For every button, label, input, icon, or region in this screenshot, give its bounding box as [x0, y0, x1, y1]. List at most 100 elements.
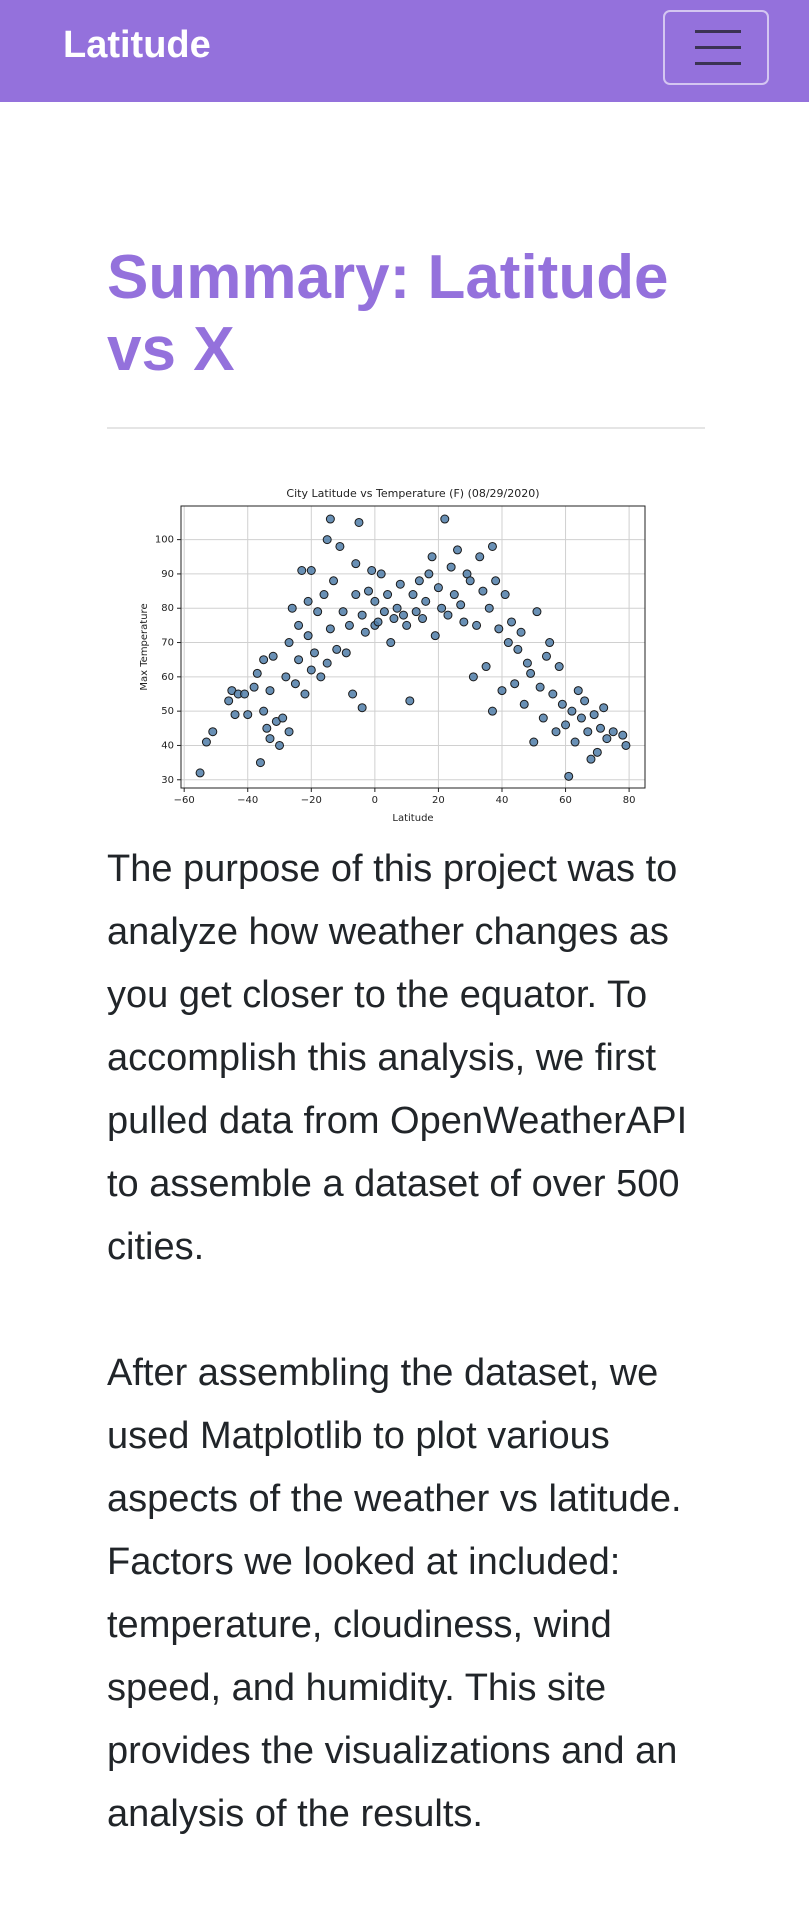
data-point [510, 679, 520, 689]
data-point [459, 617, 469, 627]
data-point [284, 727, 294, 737]
data-point [332, 644, 342, 654]
data-point [586, 754, 596, 764]
data-point [360, 627, 370, 637]
data-point [335, 541, 345, 551]
data-point [472, 620, 482, 630]
data-point [259, 706, 269, 716]
data-point [357, 703, 367, 713]
chart-title: City Latitude vs Temperature (F) (08/29/… [286, 487, 539, 500]
data-point [278, 713, 288, 723]
data-point [411, 607, 421, 617]
data-point [243, 710, 253, 720]
data-point [408, 590, 418, 600]
divider [107, 427, 705, 429]
data-point [596, 723, 606, 733]
data-point [421, 596, 431, 606]
data-point [392, 603, 402, 613]
data-point [287, 603, 297, 613]
data-point [300, 689, 310, 699]
data-point [354, 517, 364, 527]
data-point [322, 658, 332, 668]
data-point [319, 590, 329, 600]
data-point [405, 696, 415, 706]
data-point [351, 590, 361, 600]
y-tick-label: 90 [161, 569, 174, 580]
data-point [548, 689, 558, 699]
data-point [262, 723, 272, 733]
data-point [532, 607, 542, 617]
data-point [468, 672, 478, 682]
data-point [265, 734, 275, 744]
data-point [322, 535, 332, 545]
data-point [551, 727, 561, 737]
data-point [195, 768, 205, 778]
data-point [344, 620, 354, 630]
data-point [338, 607, 348, 617]
brand[interactable]: Latitude [63, 24, 211, 66]
data-point [290, 679, 300, 689]
y-tick-label: 80 [161, 603, 174, 614]
data-point [443, 610, 453, 620]
data-point [570, 737, 580, 747]
data-point [618, 730, 628, 740]
data-point [303, 596, 313, 606]
x-tick-label: −20 [301, 795, 322, 806]
data-point [554, 662, 564, 672]
data-point [329, 576, 339, 586]
data-point [367, 565, 377, 575]
x-tick-label: 0 [372, 795, 378, 806]
data-point [424, 569, 434, 579]
x-tick-label: −60 [174, 795, 195, 806]
data-point [389, 614, 399, 624]
data-point [303, 631, 313, 641]
data-point [395, 579, 405, 589]
data-point [383, 590, 393, 600]
data-point [535, 682, 545, 692]
data-point [583, 727, 593, 737]
data-point [478, 586, 488, 596]
data-point [414, 576, 424, 586]
y-tick-label: 40 [161, 740, 174, 751]
data-point [437, 603, 447, 613]
data-point [487, 541, 497, 551]
x-tick-label: 40 [496, 795, 509, 806]
data-point [449, 590, 459, 600]
data-point [484, 603, 494, 613]
data-point [507, 617, 517, 627]
data-point [430, 631, 440, 641]
data-point [602, 734, 612, 744]
data-point [446, 562, 456, 572]
data-point [522, 658, 532, 668]
y-tick-label: 30 [161, 775, 174, 786]
data-point [513, 644, 523, 654]
data-point [561, 720, 571, 730]
x-tick-label: 20 [432, 795, 445, 806]
data-point [538, 713, 548, 723]
data-point [275, 740, 285, 750]
data-point [475, 552, 485, 562]
data-point [294, 655, 304, 665]
data-point [564, 771, 574, 781]
data-point [452, 545, 462, 555]
data-point [224, 696, 234, 706]
data-point [503, 638, 513, 648]
y-tick-label: 50 [161, 706, 174, 717]
data-point [306, 665, 316, 675]
data-point [379, 607, 389, 617]
data-point [201, 737, 211, 747]
menu-toggle[interactable] [663, 10, 769, 85]
paragraph: The purpose of this project was to analy… [107, 848, 688, 1268]
data-point [268, 651, 278, 661]
data-point [364, 586, 374, 596]
data-point [252, 668, 262, 678]
content: The purpose of this project was to analy… [107, 838, 707, 1909]
data-point [309, 648, 319, 658]
page-heading: Summary: Latitude vs X [107, 243, 669, 384]
data-point [491, 576, 501, 586]
data-point [265, 686, 275, 696]
data-point [373, 617, 383, 627]
y-axis-label: Max Temperature [139, 603, 150, 690]
data-point [230, 710, 240, 720]
y-tick-label: 60 [161, 672, 174, 683]
